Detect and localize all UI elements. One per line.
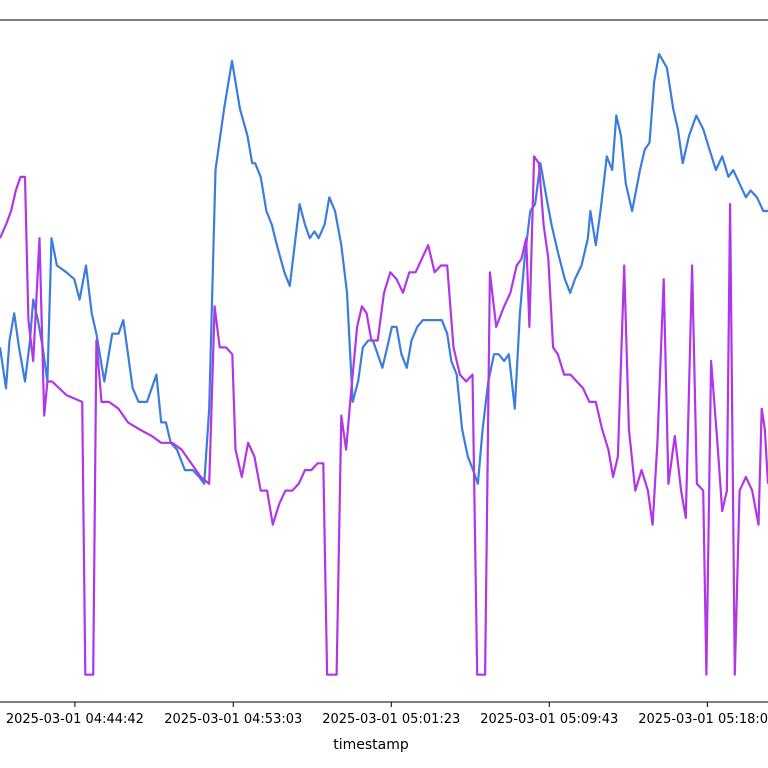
- x-axis-label: timestamp: [333, 737, 409, 753]
- x-tick-label: 2025-03-01 04:53:03: [164, 712, 302, 727]
- x-tick-label: 2025-03-01 05:18:03: [638, 712, 768, 727]
- x-tick-label: 2025-03-01 04:44:42: [6, 712, 144, 727]
- series-1-line: [0, 52, 768, 485]
- series-2-line: [0, 155, 768, 676]
- plot-area-frame: [0, 19, 768, 703]
- series-layer: [0, 52, 768, 676]
- x-tick-label: 2025-03-01 05:09:43: [480, 712, 618, 727]
- x-tick-label: 2025-03-01 05:01:23: [322, 712, 460, 727]
- x-axis-ticks: 2025-03-01 04:44:42 2025-03-01 04:53:03 20…: [6, 702, 768, 727]
